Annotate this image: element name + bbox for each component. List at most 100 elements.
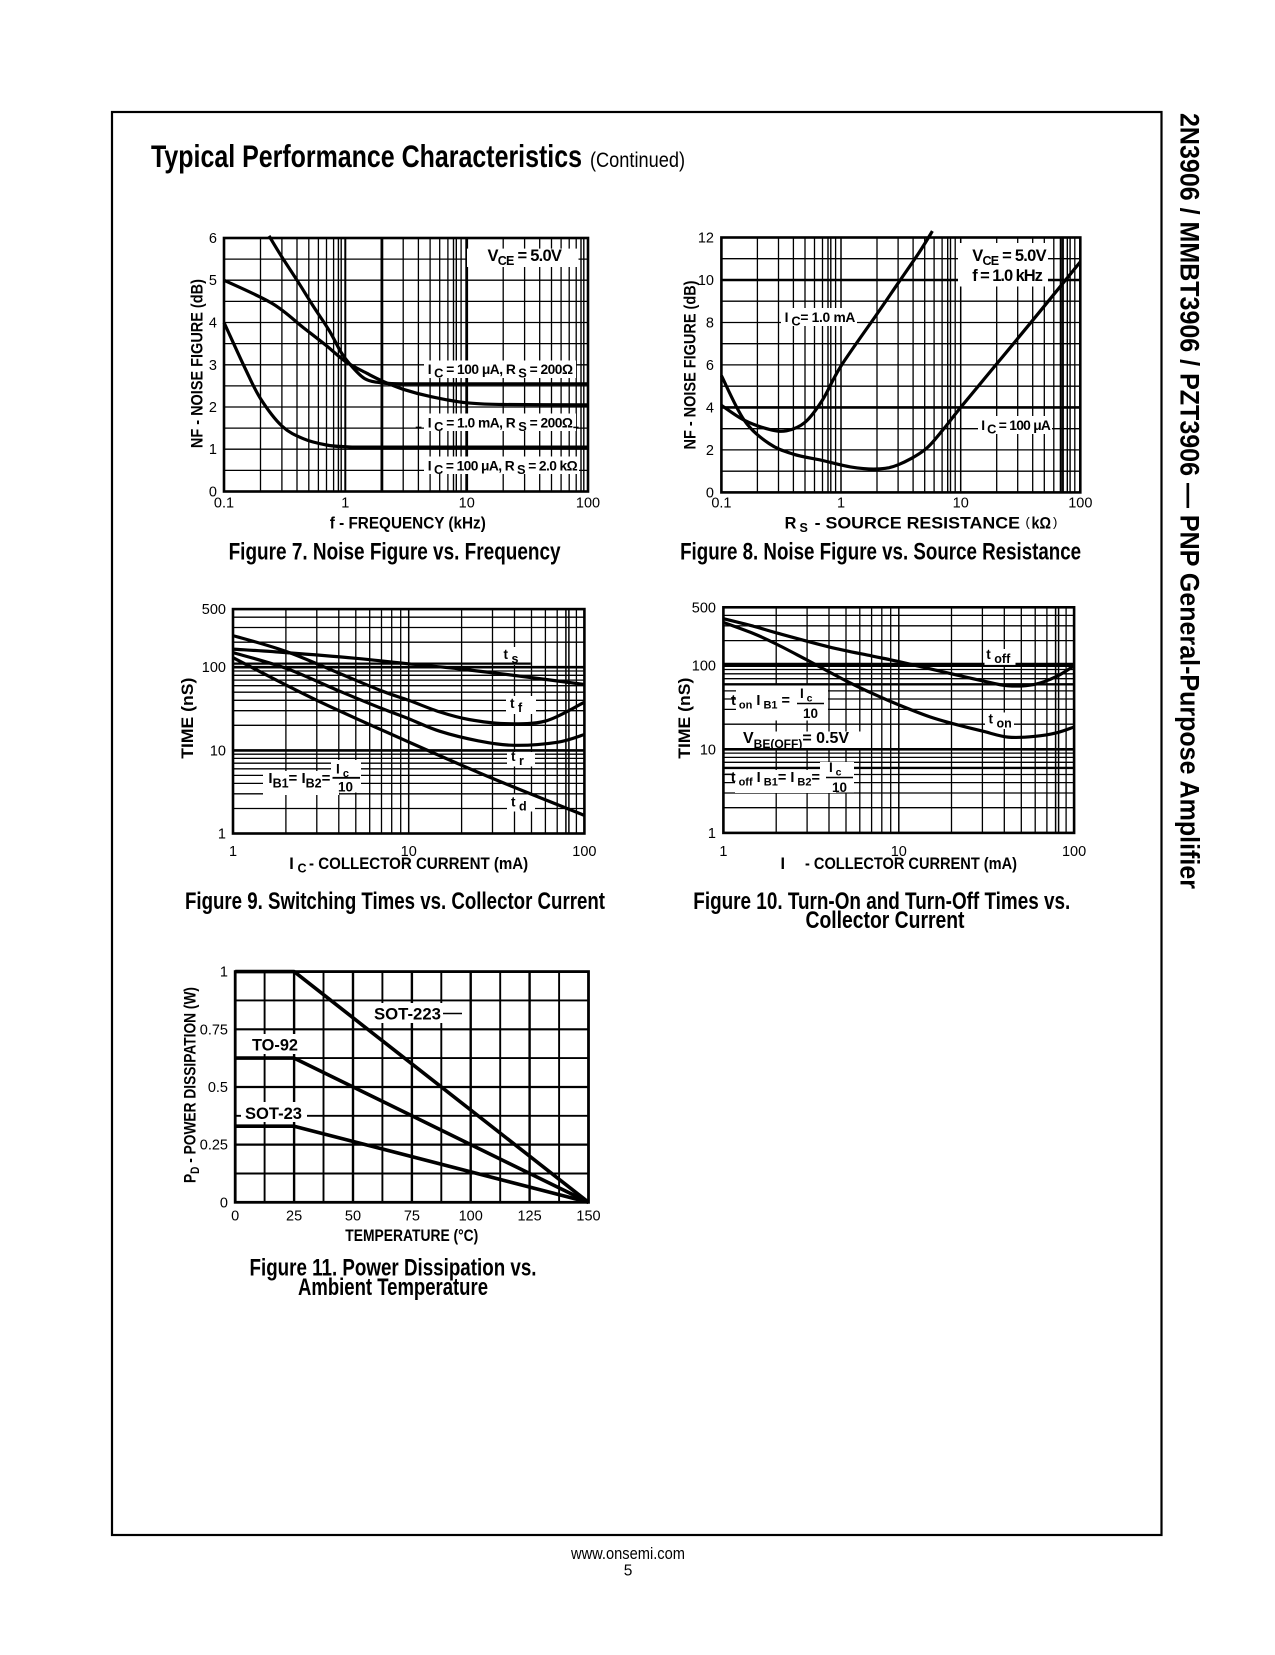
- svg-text:100: 100: [459, 1209, 483, 1225]
- svg-text:SOT-223: SOT-223: [374, 1006, 441, 1024]
- svg-text:I C​ = 100 μA, R S​ = 2.0 kΩ: I C​ = 100 μA, R S​ = 2.0 kΩ: [428, 458, 578, 477]
- svg-text:t r​: t r​: [511, 749, 524, 768]
- svg-text:Figure 7. Noise Figure vs. Fre: Figure 7. Noise Figure vs. Frequency: [229, 539, 562, 566]
- svg-text:1: 1: [209, 442, 217, 458]
- svg-text:50: 50: [345, 1209, 361, 1225]
- svg-text:t off​: t off​: [986, 647, 1011, 666]
- svg-text:125: 125: [517, 1209, 541, 1225]
- svg-text:1: 1: [218, 827, 226, 843]
- svg-text:NF - NOISE FIGURE (dB): NF - NOISE FIGURE (dB): [682, 281, 700, 450]
- svg-text:www.onsemi.com: www.onsemi.com: [570, 1544, 685, 1563]
- svg-text:I C​ = 100 μA: I C​ = 100 μA: [981, 418, 1051, 437]
- svg-text:10: 10: [459, 496, 475, 512]
- svg-text:2N3906 / MMBT3906 / PZT3906 —: 2N3906 / MMBT3906 / PZT3906 — PNP Genera…: [1175, 113, 1205, 889]
- svg-text:I C​ = 1.0 mA, R S​ = 200Ω: I C​ = 1.0 mA, R S​ = 200Ω: [428, 415, 573, 434]
- svg-text:t on​ I B1​ =: t on​ I B1​ =: [731, 693, 790, 712]
- svg-text:1: 1: [341, 496, 349, 512]
- svg-text:1: 1: [220, 965, 228, 981]
- svg-text:10: 10: [803, 706, 818, 721]
- svg-text:VCE​ = 5.0V: VCE​ = 5.0V: [972, 247, 1046, 268]
- svg-text:PD​ - POWER DISSIPATION (W): PD​ - POWER DISSIPATION (W): [182, 987, 203, 1183]
- svg-text:10: 10: [401, 844, 417, 860]
- svg-text:): ): [1053, 515, 1057, 530]
- svg-text:I C​ = 100 μA, R S​ = 200Ω: I C​ = 100 μA, R S​ = 200Ω: [428, 362, 573, 381]
- svg-text:8: 8: [706, 316, 714, 332]
- svg-text:t f​: t f​: [510, 696, 523, 715]
- svg-text:100: 100: [202, 660, 226, 676]
- svg-text:Figure 10. Turn-On and Turn-Of: Figure 10. Turn-On and Turn-Off Times vs…: [693, 888, 1070, 915]
- svg-text:10: 10: [891, 844, 907, 860]
- svg-text:100: 100: [572, 844, 596, 860]
- svg-text:(: (: [1026, 515, 1031, 530]
- svg-text:TO-92: TO-92: [252, 1037, 298, 1055]
- svg-text:I c​: I c​: [800, 686, 813, 705]
- svg-text:0.75: 0.75: [200, 1022, 228, 1038]
- svg-text:Figure 11. Power Dissipation v: Figure 11. Power Dissipation vs.: [250, 1255, 537, 1282]
- svg-text:0.25: 0.25: [200, 1138, 228, 1154]
- svg-text:t off​ I B1​= I B2​=: t off​ I B1​= I B2​=: [731, 770, 820, 789]
- svg-text:I: I: [289, 855, 294, 873]
- svg-text:Ambient Temperature: Ambient Temperature: [298, 1274, 488, 1301]
- svg-text:I c​: I c​: [829, 760, 842, 779]
- svg-text:6: 6: [706, 358, 714, 374]
- svg-text:t s​: t s​: [504, 647, 519, 666]
- svg-text:2: 2: [706, 443, 714, 459]
- svg-text:10: 10: [210, 743, 226, 759]
- svg-text:I C​= 1.0 mA: I C​= 1.0 mA: [785, 310, 856, 329]
- svg-text:- SOURCE RESISTANCE: - SOURCE RESISTANCE: [815, 515, 1021, 533]
- svg-text:TIME (nS): TIME (nS): [676, 678, 694, 759]
- svg-text:1: 1: [837, 496, 845, 512]
- svg-text:4: 4: [209, 316, 217, 332]
- svg-text:t d​: t d​: [511, 795, 527, 814]
- svg-text:NF - NOISE FIGURE (dB): NF - NOISE FIGURE (dB): [189, 279, 207, 448]
- svg-text:I c​: I c​: [336, 762, 349, 781]
- svg-text:12: 12: [698, 231, 714, 247]
- svg-text:6: 6: [209, 231, 217, 247]
- svg-text:100: 100: [692, 659, 716, 675]
- svg-text:0.5: 0.5: [208, 1080, 228, 1096]
- svg-text:t on​: t on​: [989, 712, 1012, 731]
- svg-text:1: 1: [229, 844, 237, 860]
- svg-text:0: 0: [209, 485, 217, 501]
- svg-text:1: 1: [719, 844, 727, 860]
- svg-text:1: 1: [708, 826, 716, 842]
- svg-text:100: 100: [1062, 844, 1086, 860]
- svg-text:500: 500: [202, 602, 226, 618]
- svg-text:10: 10: [700, 742, 716, 758]
- svg-text:500: 500: [692, 600, 716, 616]
- svg-text:VCE​ = 5.0V: VCE​ = 5.0V: [488, 247, 562, 268]
- svg-text:kΩ: kΩ: [1032, 515, 1052, 533]
- svg-text:Typical Performance Characteri: Typical Performance Characteristics: [151, 138, 582, 174]
- svg-text:f - FREQUENCY (kHz): f - FREQUENCY (kHz): [330, 515, 486, 533]
- svg-text:100: 100: [1068, 496, 1092, 512]
- svg-text:- COLLECTOR CURRENT (mA): - COLLECTOR CURRENT (mA): [309, 855, 528, 873]
- svg-text:0: 0: [231, 1209, 239, 1225]
- svg-text:0: 0: [220, 1195, 228, 1211]
- svg-text:R: R: [785, 515, 797, 533]
- svg-text:SOT-23: SOT-23: [245, 1105, 302, 1123]
- svg-text:TEMPERATURE (°C): TEMPERATURE (°C): [345, 1227, 478, 1245]
- svg-text:10: 10: [953, 496, 969, 512]
- svg-text:Figure 8. Noise Figure vs. Sou: Figure 8. Noise Figure vs. Source Resist…: [680, 539, 1081, 566]
- svg-text:- COLLECTOR CURRENT (mA): - COLLECTOR CURRENT (mA): [805, 855, 1017, 873]
- svg-text:100: 100: [576, 496, 600, 512]
- svg-text:3: 3: [209, 358, 217, 374]
- svg-text:I: I: [781, 855, 786, 873]
- svg-text:5: 5: [209, 273, 217, 289]
- svg-text:Figure 9. Switching Times vs.: Figure 9. Switching Times vs. Collector …: [185, 888, 605, 915]
- svg-text:5: 5: [624, 1563, 633, 1580]
- svg-text:S: S: [800, 521, 808, 535]
- svg-text:10: 10: [698, 273, 714, 289]
- svg-text:2: 2: [209, 400, 217, 416]
- svg-text:C: C: [298, 862, 307, 876]
- svg-text:0.1: 0.1: [214, 496, 234, 512]
- svg-text:0.1: 0.1: [711, 496, 731, 512]
- svg-text:10: 10: [832, 780, 847, 795]
- svg-text:TIME (nS): TIME (nS): [179, 678, 197, 759]
- svg-text:0: 0: [706, 485, 714, 501]
- svg-text:Collector Current: Collector Current: [806, 907, 965, 934]
- svg-text:VBE(OFF)​= 0.5V: VBE(OFF)​= 0.5V: [743, 730, 849, 751]
- svg-text:10: 10: [338, 780, 353, 795]
- svg-text:IB1​= IB2​=: IB1​= IB2​=: [268, 770, 330, 791]
- svg-text:f = 1.0 kHz: f = 1.0 kHz: [972, 267, 1042, 285]
